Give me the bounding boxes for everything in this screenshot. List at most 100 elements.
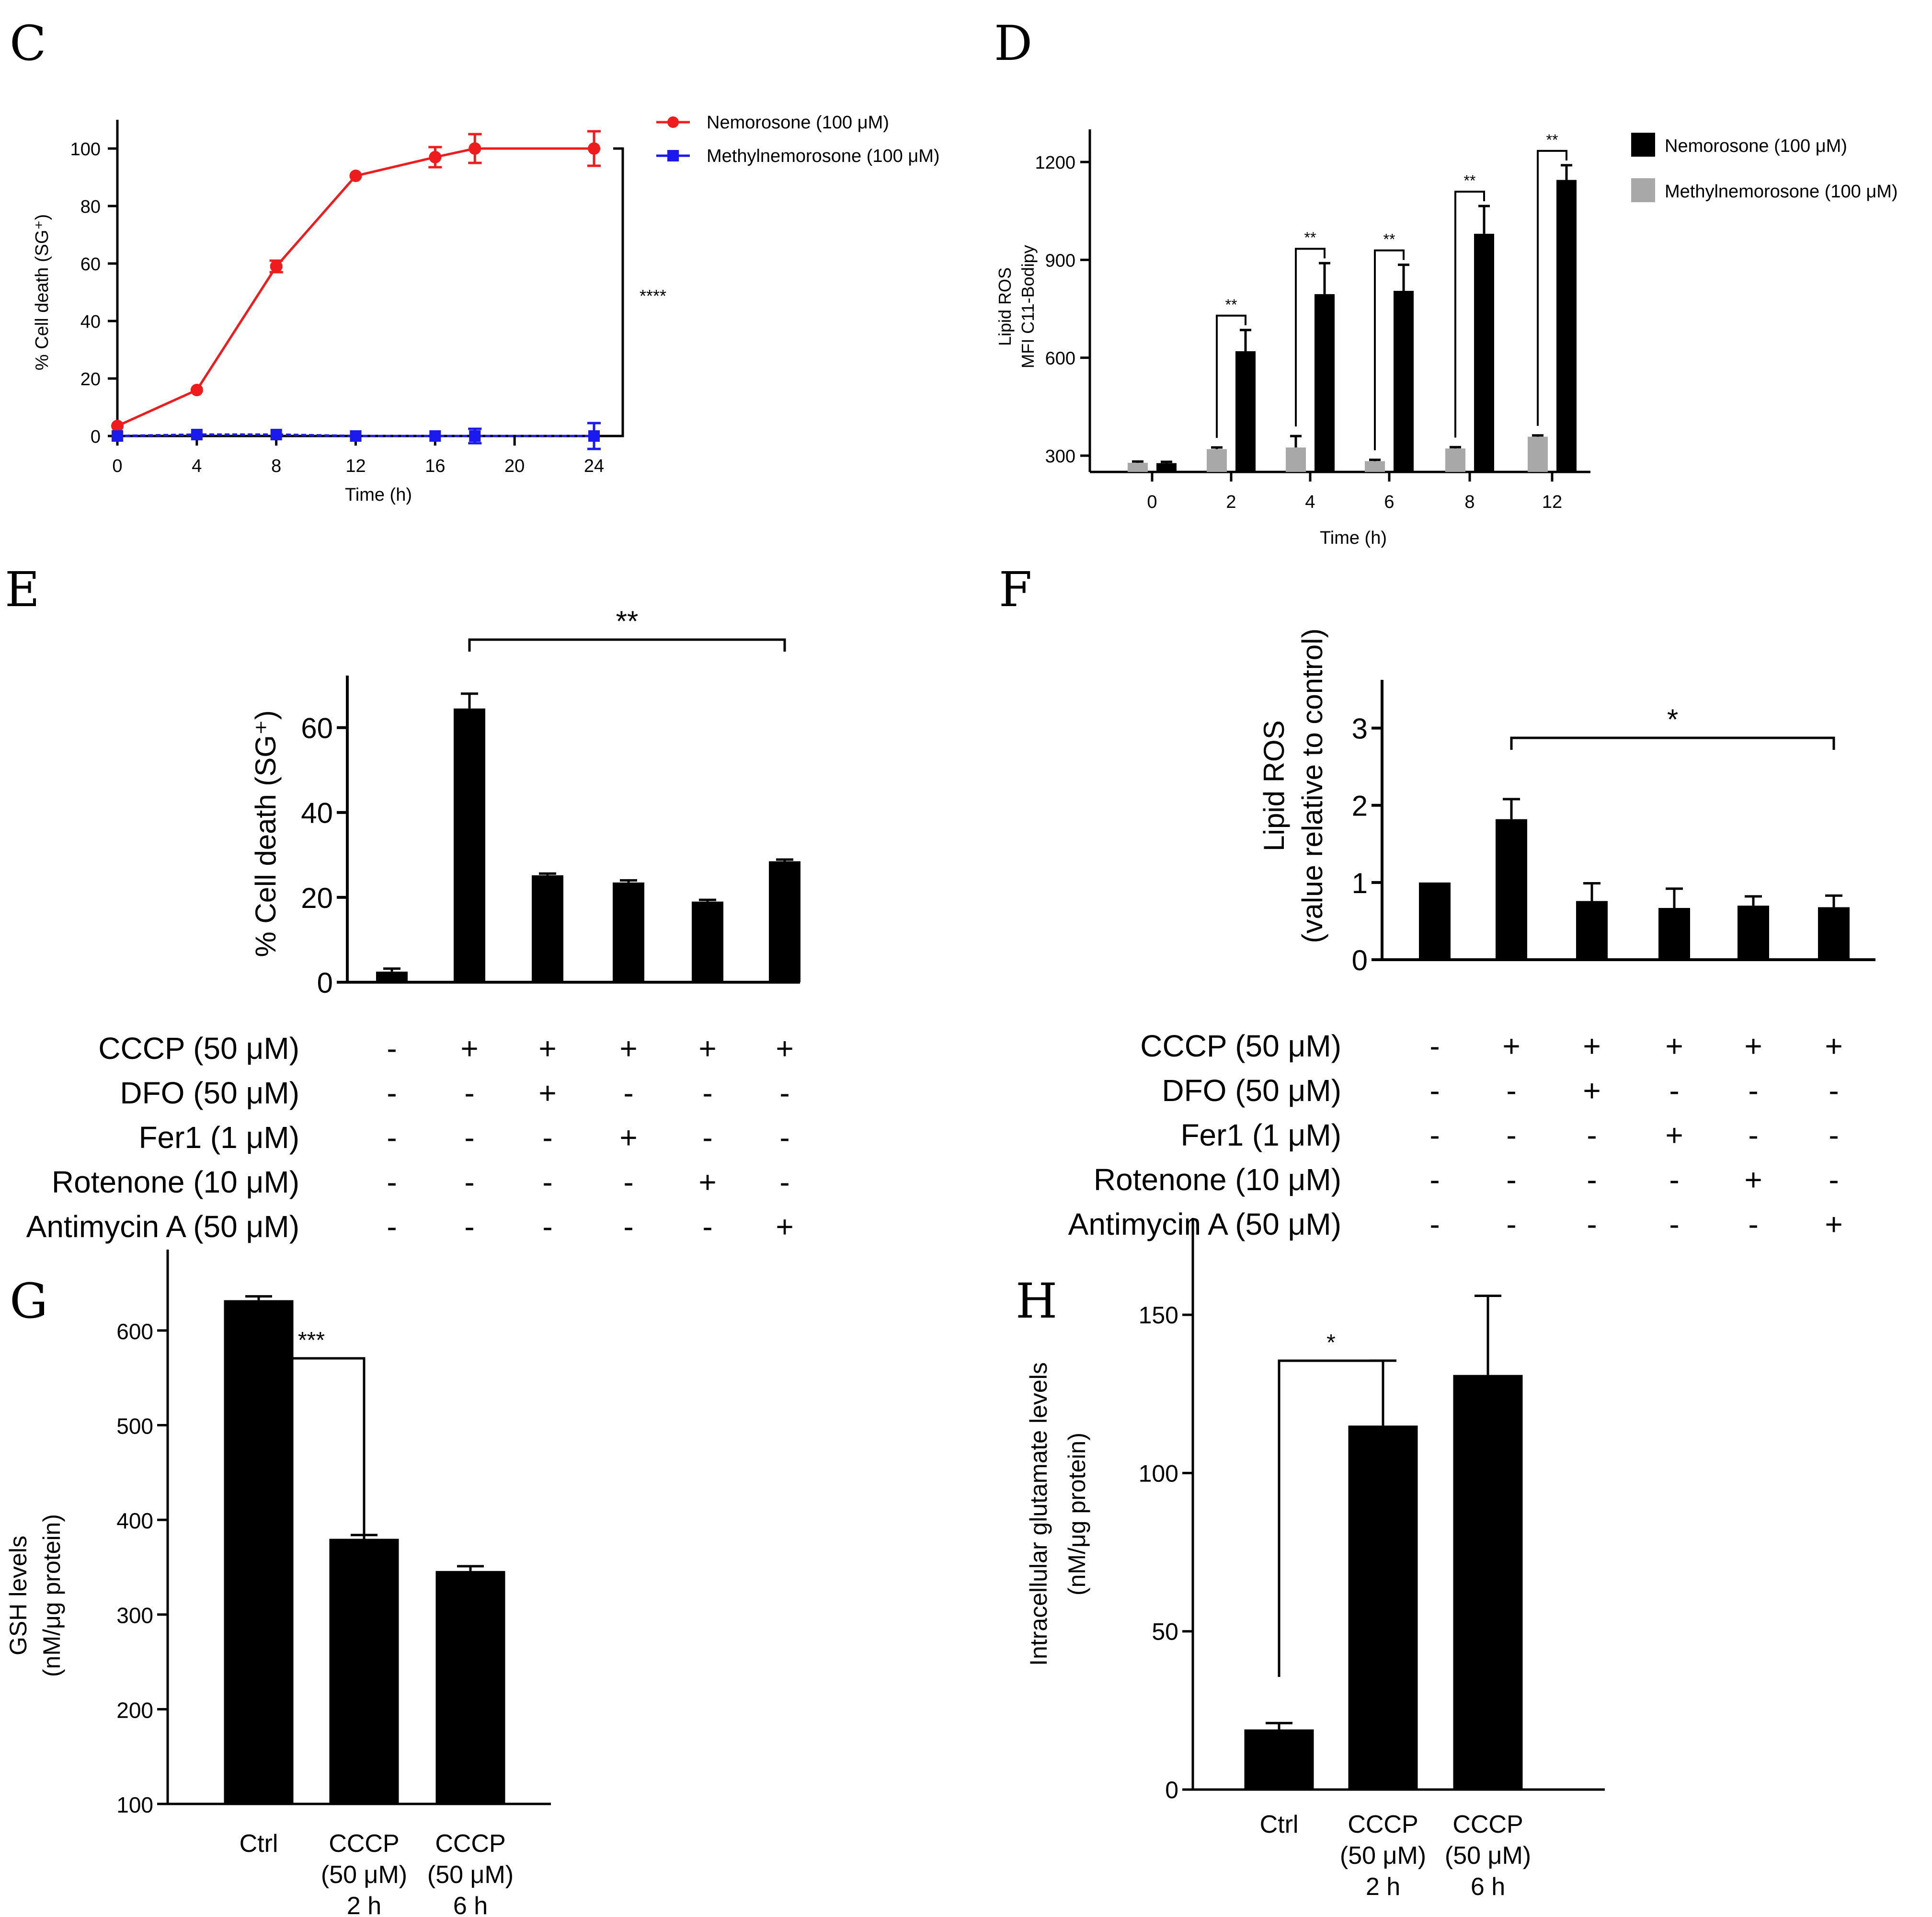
e-treatment-label: Fer1 (1 μM): [138, 1120, 299, 1155]
c-point: [469, 142, 481, 155]
e-bar: [692, 901, 723, 982]
g-y-tick-label: 100: [116, 1792, 153, 1817]
e-treatment-mark: -: [702, 1209, 712, 1244]
d-bar: [1556, 180, 1577, 472]
d-significance-label: **: [1546, 131, 1558, 149]
e-treatment-mark: +: [619, 1120, 637, 1155]
e-treatment-mark: -: [779, 1120, 789, 1155]
d-significance-bracket: [1454, 191, 1485, 438]
f-treatment-mark: -: [1669, 1162, 1679, 1197]
e-treatment-mark: -: [542, 1165, 552, 1199]
panel-e-bar-chart: 0 20 40 60 % Cell death (SG⁺) ** CCCP (50 μM) -…: [26, 605, 800, 1244]
panel-letter-g: G: [10, 1273, 48, 1329]
d-bar: [1528, 436, 1548, 472]
c-point: [588, 142, 600, 155]
d-bar: [1474, 233, 1494, 472]
d-bar: [1394, 291, 1414, 472]
e-treatment-mark: -: [387, 1076, 397, 1110]
h-x-tick-label: CCCP: [1452, 1811, 1523, 1838]
f-bar: [1576, 901, 1608, 960]
g-bar: [329, 1538, 399, 1804]
g-x-tick-label: 2 h: [347, 1892, 381, 1917]
f-treatment-mark: +: [1583, 1073, 1600, 1108]
g-y-tick-label: 200: [116, 1698, 153, 1722]
c-point: [429, 151, 442, 163]
c-x-axis-title: Time (h): [345, 485, 412, 505]
g-bar: [435, 1571, 505, 1804]
e-y-tick-label: 40: [301, 797, 333, 829]
c-point: [349, 170, 362, 182]
panel-letter-h: H: [1016, 1273, 1057, 1329]
h-y-tick-label: 0: [1165, 1777, 1178, 1803]
c-y-tick-label: 20: [80, 369, 101, 390]
c-point: [111, 420, 124, 432]
d-y-axis-title: MFI C11-Bodipy: [1018, 245, 1038, 368]
panel-c-line-chart: 0 20 40 60 80 100 0 4 8 12 16 20 24 Time (h) % Cell de…: [32, 113, 940, 505]
e-treatment-mark: -: [779, 1076, 789, 1110]
panel-g-bar-chart: 100 200 300 400 500 600 GSH levels (nM/μg prote…: [5, 1250, 551, 1917]
d-bar: [1286, 447, 1306, 472]
f-bar: [1818, 907, 1850, 960]
d-bar: [1156, 463, 1177, 472]
e-y-tick-label: 0: [317, 967, 333, 999]
h-y-tick-label: 100: [1139, 1460, 1178, 1487]
c-point: [191, 429, 203, 440]
g-y-tick-label: 500: [116, 1413, 153, 1438]
c-y-tick-label: 80: [80, 197, 101, 217]
d-x-tick-label: 0: [1147, 492, 1157, 512]
g-x-tick-label: CCCP: [329, 1830, 399, 1858]
g-x-tick-label: (50 μM): [321, 1861, 407, 1889]
e-treatment-mark: +: [698, 1031, 716, 1066]
f-treatment-mark: +: [1665, 1029, 1683, 1063]
e-treatment-mark: -: [387, 1165, 397, 1199]
e-significance-bracket: [468, 638, 786, 652]
panel-letter-d: D: [994, 15, 1032, 71]
d-x-tick-label: 8: [1464, 492, 1475, 512]
e-treatment-label: Antimycin A (50 μM): [26, 1209, 299, 1244]
g-y-axis-title: GSH levels: [5, 1536, 32, 1655]
c-series-line: [116, 147, 594, 427]
d-significance-label: **: [1225, 296, 1237, 313]
f-treatment-mark: -: [1748, 1118, 1758, 1152]
f-y-tick-label: 1: [1352, 867, 1368, 899]
e-treatment-mark: -: [464, 1209, 474, 1244]
c-point: [469, 430, 481, 442]
c-x-tick-label: 8: [271, 456, 281, 476]
h-x-tick-label: Ctrl: [1260, 1811, 1299, 1838]
e-treatment-mark: +: [460, 1031, 478, 1066]
f-treatment-mark: -: [1748, 1207, 1758, 1241]
e-treatment-label: Rotenone (10 μM): [52, 1165, 299, 1199]
g-y-tick-label: 600: [116, 1319, 153, 1344]
d-legend-label: Methylnemorosone (100 μM): [1665, 182, 1898, 202]
e-bar: [613, 882, 644, 982]
g-x-tick-label: CCCP: [435, 1830, 505, 1858]
f-treatment-mark: -: [1429, 1073, 1440, 1108]
d-y-axis-title: Lipid ROS: [995, 267, 1015, 346]
e-treatment-mark: -: [623, 1165, 633, 1199]
d-y-tick-label: 300: [1045, 447, 1075, 467]
f-treatment-label: CCCP (50 μM): [1140, 1029, 1341, 1063]
h-y-axis-title: Intracellular glutamate levels: [1025, 1362, 1052, 1666]
c-y-axis-title: % Cell death (SG⁺): [32, 214, 52, 370]
d-bar: [1235, 351, 1256, 472]
f-y-axis-title: (value relative to control): [1296, 629, 1328, 943]
e-treatment-mark: -: [623, 1209, 633, 1244]
f-treatment-mark: -: [1829, 1118, 1839, 1152]
f-treatment-label: Rotenone (10 μM): [1094, 1162, 1341, 1197]
c-point: [190, 384, 203, 396]
g-x-tick-label: 6 h: [453, 1892, 488, 1917]
g-y-axis-title: (nM/μg protein): [38, 1514, 65, 1677]
h-y-tick-label: 50: [1152, 1619, 1178, 1645]
panel-letter-e: E: [5, 562, 40, 618]
d-bar: [1365, 461, 1385, 472]
d-bar: [1207, 449, 1227, 472]
f-treatment-mark: -: [1429, 1118, 1440, 1152]
h-y-tick-label: 150: [1139, 1302, 1178, 1329]
e-treatment-mark: -: [542, 1209, 552, 1244]
e-y-tick-label: 60: [301, 712, 333, 745]
d-bar: [1315, 294, 1335, 472]
d-x-axis-title: Time (h): [1320, 528, 1387, 548]
f-y-axis-title: Lipid ROS: [1258, 720, 1290, 851]
f-treatment-label: Antimycin A (50 μM): [1068, 1207, 1341, 1241]
e-treatment-mark: -: [779, 1165, 789, 1199]
